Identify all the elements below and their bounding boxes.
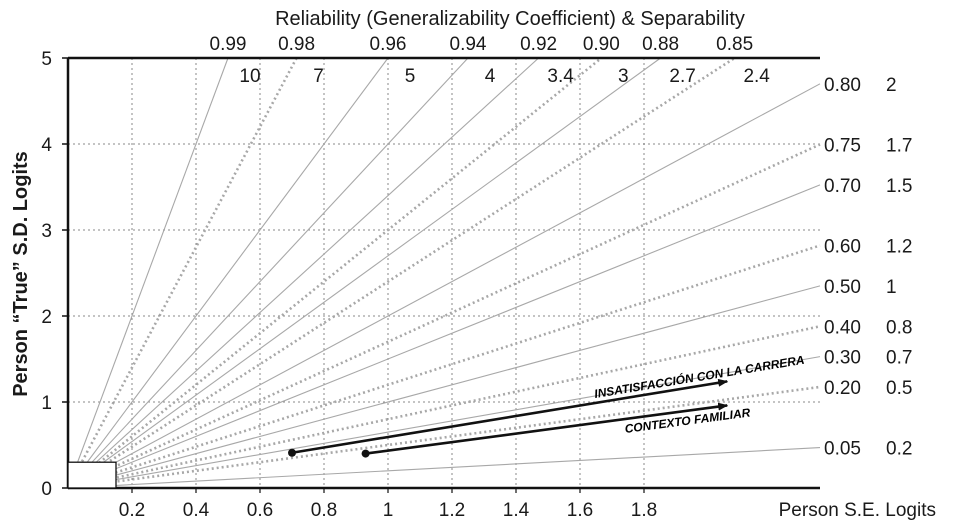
reference-line [67,57,469,489]
separation-label: 2.7 [669,66,695,87]
reference-line [67,447,821,489]
series-arrow [365,402,729,455]
reliability-label: 0.50 [824,277,861,298]
reliability-label: 0.60 [824,236,861,257]
separation-label: 1.5 [886,176,912,197]
reference-line [66,57,298,489]
separation-label: 0.5 [886,378,912,399]
reliability-label: 0.94 [450,34,487,55]
separation-label: 5 [405,66,416,87]
reliability-label: 0.90 [583,34,620,55]
x-tick-label: 0.8 [311,500,337,521]
y-tick-label: 3 [41,221,52,242]
axes [62,56,820,493]
reliability-label: 0.75 [824,135,861,156]
separation-label: 2.4 [743,66,770,87]
y-axis-label: Person “True” S.D. Logits [10,151,32,397]
labels: 0.99100.9870.9650.9440.923.40.9030.882.7… [41,34,912,521]
separation-label: 0.7 [886,348,912,369]
y-tick-label: 4 [41,135,52,156]
series-start-point [361,449,370,458]
reliability-label: 0.98 [278,34,315,55]
separation-label: 0.8 [886,317,912,338]
reliability-label: 0.88 [642,34,679,55]
separation-label: 0.2 [886,439,912,460]
series-arrows [288,378,729,458]
reliability-label: 0.99 [210,34,247,55]
reliability-label: 0.30 [824,348,861,369]
series-arrow [291,378,729,455]
x-tick-label: 0.4 [183,500,210,521]
reliability-label: 0.40 [824,317,861,338]
separation-label: 1 [886,277,897,298]
separation-label: 3.4 [547,66,574,87]
reference-line [67,356,821,489]
reliability-label: 0.05 [824,439,861,460]
reliability-label: 0.70 [824,176,861,197]
separation-label: 1.7 [886,135,912,156]
grid [68,58,820,488]
y-tick-label: 0 [41,479,52,500]
reference-line [67,244,821,490]
reliability-label: 0.20 [824,378,861,399]
reference-line [67,57,539,489]
reference-line [67,83,821,489]
reference-line [67,285,821,489]
separation-label: 3 [618,66,629,87]
series-start-point [288,448,296,457]
x-tick-label: 0.2 [119,500,145,521]
reference-line [67,57,229,489]
reliability-label: 0.85 [716,34,753,55]
reference-lines [66,56,821,490]
reference-line [67,57,661,489]
x-tick-label: 1.4 [503,500,530,521]
x-tick-label: 0.6 [247,500,273,521]
separation-label: 1.2 [886,236,912,257]
separation-label: 4 [485,66,496,87]
x-tick-label: 1.2 [439,500,465,521]
reliability-label: 0.96 [370,34,407,55]
separation-label: 7 [313,66,324,87]
chart-title: Reliability (Generalizability Coefficien… [275,8,745,30]
origin-box [67,461,117,489]
reliability-label: 0.80 [824,75,861,96]
reliability-label: 0.92 [520,34,557,55]
y-tick-label: 2 [41,307,52,328]
reference-line [67,56,603,490]
reference-line [67,325,821,490]
x-tick-label: 1.6 [567,500,593,521]
y-tick-label: 1 [41,393,52,414]
separation-label: 2 [886,75,897,96]
y-tick-label: 5 [41,49,52,70]
separation-label: 10 [239,66,260,87]
reference-line [67,184,821,489]
reference-line [67,56,736,490]
reference-line [67,385,821,490]
reference-line [67,57,389,489]
x-axis-label: Person S.E. Logits [779,500,936,521]
x-tick-label: 1.8 [631,500,657,521]
x-tick-label: 1 [383,500,394,521]
